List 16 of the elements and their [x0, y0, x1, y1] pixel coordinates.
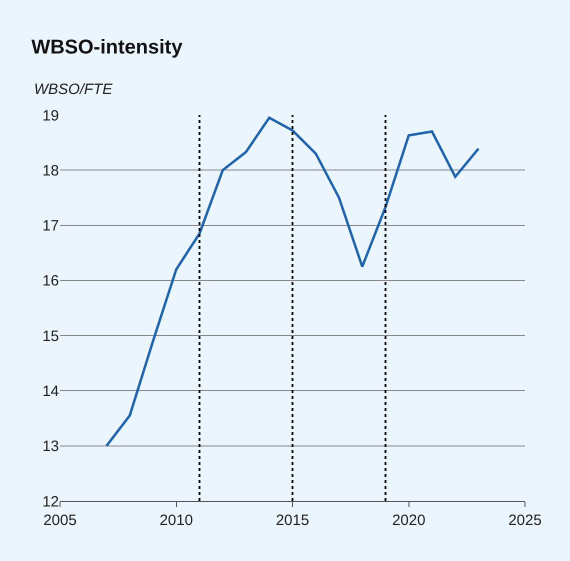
- line-series: [105, 116, 480, 448]
- y-tick-label: 18: [42, 162, 59, 180]
- x-tick-label: 2025: [508, 512, 542, 529]
- y-tick-label: 13: [42, 438, 59, 456]
- y-tick-label: 19: [42, 107, 59, 124]
- x-tick-label: 2010: [160, 512, 193, 529]
- chart-title: WBSO-intensity: [31, 36, 184, 58]
- x-tick-label: 2020: [392, 512, 426, 529]
- x-tick-label: 2005: [43, 512, 77, 529]
- y-tick-label: 12: [42, 493, 59, 510]
- y-tick-label: 15: [42, 328, 59, 345]
- x-tick-label: 2015: [276, 512, 310, 529]
- y-tick-label: 14: [42, 382, 59, 400]
- y-tick-label: 17: [42, 218, 59, 235]
- y-axis-title: WBSO/FTE: [34, 81, 114, 98]
- y-tick-label: 16: [42, 272, 59, 290]
